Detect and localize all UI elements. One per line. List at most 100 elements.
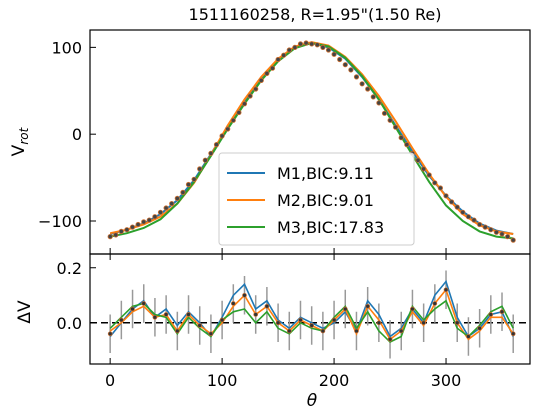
top-y-axis-label-sub: rot bbox=[17, 126, 31, 144]
data-point bbox=[202, 157, 208, 163]
data-point bbox=[488, 227, 494, 233]
data-point bbox=[471, 217, 477, 223]
top-y-axis-label-main: V bbox=[9, 144, 29, 156]
data-point bbox=[387, 117, 393, 123]
data-point bbox=[219, 133, 225, 139]
data-point bbox=[258, 77, 264, 84]
residual-point bbox=[432, 301, 438, 306]
x-tick-label: 200 bbox=[319, 371, 350, 390]
data-point bbox=[191, 176, 197, 182]
bottom-y-tick-label: 0.2 bbox=[57, 259, 82, 278]
data-point bbox=[499, 231, 505, 237]
data-point bbox=[415, 157, 421, 163]
data-point bbox=[286, 47, 292, 53]
residual-point bbox=[298, 317, 303, 323]
data-point bbox=[454, 204, 460, 210]
residual-point bbox=[331, 317, 337, 323]
legend-label-m2: M2,BIC:9.01 bbox=[277, 191, 374, 210]
x-axis-label: θ bbox=[307, 391, 318, 411]
data-point bbox=[365, 86, 371, 92]
residual-point bbox=[253, 312, 259, 317]
residual-point bbox=[118, 317, 124, 323]
residual-point bbox=[477, 325, 482, 331]
top-y-tick-label: 0 bbox=[72, 125, 82, 144]
residual-point bbox=[163, 312, 169, 317]
residual-point bbox=[443, 287, 449, 293]
data-point bbox=[208, 150, 214, 156]
bottom-y-axis-label: ΔV bbox=[15, 300, 35, 324]
data-point bbox=[135, 221, 141, 228]
data-point bbox=[342, 62, 348, 68]
data-point bbox=[230, 117, 236, 123]
residual-point bbox=[466, 334, 471, 339]
residual-point bbox=[488, 312, 494, 317]
data-point bbox=[510, 237, 516, 243]
data-point bbox=[253, 86, 259, 92]
residual-point bbox=[242, 292, 247, 298]
residual-point bbox=[130, 306, 135, 312]
legend-label-m1: M1,BIC:9.11 bbox=[277, 164, 374, 183]
data-point bbox=[129, 224, 136, 230]
data-point bbox=[392, 124, 399, 130]
bottom-panel-plot-area bbox=[90, 270, 530, 359]
data-point bbox=[460, 209, 466, 215]
data-point bbox=[213, 142, 220, 148]
residual-point bbox=[376, 320, 382, 326]
residual-point bbox=[454, 320, 460, 326]
data-point bbox=[465, 214, 471, 220]
residual-point bbox=[230, 301, 236, 306]
legend: M1,BIC:9.11 M2,BIC:9.01 M3,BIC:17.83 bbox=[218, 152, 415, 246]
data-point bbox=[348, 67, 354, 73]
residual-point bbox=[398, 328, 404, 334]
data-point bbox=[476, 221, 483, 228]
data-point bbox=[269, 65, 276, 71]
data-point bbox=[146, 217, 152, 223]
residual-point bbox=[174, 328, 180, 334]
data-point bbox=[118, 228, 124, 234]
data-point bbox=[152, 214, 158, 220]
residual-line-m3 bbox=[109, 299, 514, 343]
data-point bbox=[482, 224, 488, 230]
x-tick-label: 300 bbox=[431, 371, 462, 390]
residual-point bbox=[141, 301, 147, 306]
bottom-y-ticks: 0.0 0.2 bbox=[57, 259, 96, 333]
data-point bbox=[247, 93, 253, 99]
residual-point bbox=[499, 309, 505, 315]
residual-point bbox=[421, 320, 426, 326]
data-point bbox=[314, 42, 320, 48]
residual-point bbox=[342, 306, 348, 312]
data-point bbox=[113, 232, 119, 238]
residual-point bbox=[208, 331, 214, 337]
data-point bbox=[437, 185, 443, 191]
data-point bbox=[331, 51, 337, 57]
residual-point bbox=[219, 317, 225, 323]
residual-point bbox=[320, 328, 326, 334]
residual-point bbox=[387, 336, 393, 342]
data-point bbox=[381, 110, 388, 116]
residual-point bbox=[510, 331, 516, 337]
data-point bbox=[443, 193, 449, 199]
residual-point bbox=[354, 328, 359, 334]
data-point bbox=[493, 229, 499, 235]
data-point bbox=[281, 52, 287, 58]
data-point bbox=[320, 44, 326, 51]
data-point bbox=[185, 181, 192, 188]
data-point bbox=[398, 135, 404, 141]
data-point bbox=[107, 234, 113, 240]
data-point bbox=[236, 109, 242, 116]
bottom-y-tick-label: 0.0 bbox=[57, 314, 82, 333]
top-y-axis-label: Vrot bbox=[9, 126, 31, 156]
data-point bbox=[309, 41, 315, 47]
data-point bbox=[241, 101, 248, 107]
data-point bbox=[275, 56, 281, 63]
top-y-tick-label: 100 bbox=[51, 38, 82, 57]
x-tick-label: 0 bbox=[105, 371, 115, 390]
residual-point bbox=[107, 331, 113, 337]
data-point bbox=[404, 142, 410, 148]
data-point bbox=[225, 126, 231, 132]
data-point bbox=[264, 70, 270, 77]
data-point bbox=[420, 166, 427, 172]
top-y-ticks: −100 0 100 bbox=[38, 38, 447, 254]
residual-line-m1 bbox=[109, 279, 514, 338]
